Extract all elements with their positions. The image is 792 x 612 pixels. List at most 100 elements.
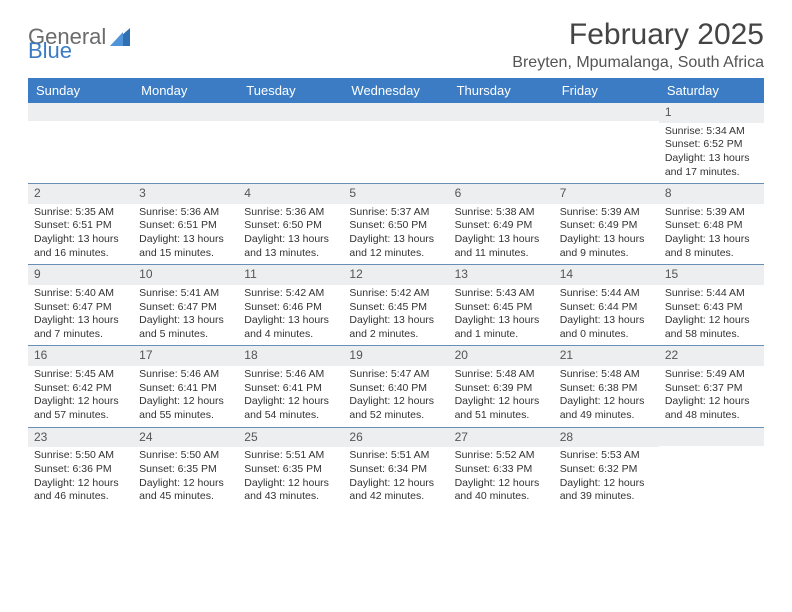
day-number: 13 — [449, 265, 554, 285]
day-number: 20 — [449, 346, 554, 366]
day2-text: and 42 minutes. — [349, 490, 442, 504]
sunset-text: Sunset: 6:45 PM — [349, 301, 442, 315]
sunset-text: Sunset: 6:51 PM — [34, 219, 127, 233]
day2-text: and 52 minutes. — [349, 409, 442, 423]
sunrise-text: Sunrise: 5:44 AM — [560, 287, 653, 301]
day-body: Sunrise: 5:34 AMSunset: 6:52 PMDaylight:… — [659, 123, 764, 184]
day-cell: 9Sunrise: 5:40 AMSunset: 6:47 PMDaylight… — [28, 265, 133, 345]
day-body: Sunrise: 5:48 AMSunset: 6:39 PMDaylight:… — [449, 366, 554, 427]
day-cell: 13Sunrise: 5:43 AMSunset: 6:45 PMDayligh… — [449, 265, 554, 345]
day-body: Sunrise: 5:45 AMSunset: 6:42 PMDaylight:… — [28, 366, 133, 427]
weekday-thursday: Thursday — [449, 78, 554, 103]
day-number — [238, 103, 343, 121]
day1-text: Daylight: 12 hours — [560, 395, 653, 409]
sunrise-text: Sunrise: 5:53 AM — [560, 449, 653, 463]
sunrise-text: Sunrise: 5:34 AM — [665, 125, 758, 139]
day1-text: Daylight: 12 hours — [349, 395, 442, 409]
day-number: 17 — [133, 346, 238, 366]
weekday-sunday: Sunday — [28, 78, 133, 103]
day-number — [343, 103, 448, 121]
day-body: Sunrise: 5:44 AMSunset: 6:44 PMDaylight:… — [554, 285, 659, 346]
day1-text: Daylight: 12 hours — [665, 395, 758, 409]
day-number: 15 — [659, 265, 764, 285]
day-number: 3 — [133, 184, 238, 204]
day1-text: Daylight: 12 hours — [139, 477, 232, 491]
sunrise-text: Sunrise: 5:52 AM — [455, 449, 548, 463]
day2-text: and 46 minutes. — [34, 490, 127, 504]
sunset-text: Sunset: 6:50 PM — [349, 219, 442, 233]
sunset-text: Sunset: 6:52 PM — [665, 138, 758, 152]
day-cell: 7Sunrise: 5:39 AMSunset: 6:49 PMDaylight… — [554, 184, 659, 264]
week-row: 16Sunrise: 5:45 AMSunset: 6:42 PMDayligh… — [28, 345, 764, 426]
day1-text: Daylight: 12 hours — [244, 477, 337, 491]
sunset-text: Sunset: 6:47 PM — [34, 301, 127, 315]
day2-text: and 2 minutes. — [349, 328, 442, 342]
day-body: Sunrise: 5:38 AMSunset: 6:49 PMDaylight:… — [449, 204, 554, 265]
day-body: Sunrise: 5:41 AMSunset: 6:47 PMDaylight:… — [133, 285, 238, 346]
sunset-text: Sunset: 6:50 PM — [244, 219, 337, 233]
day-cell — [554, 103, 659, 183]
sunset-text: Sunset: 6:42 PM — [34, 382, 127, 396]
day-body: Sunrise: 5:39 AMSunset: 6:49 PMDaylight:… — [554, 204, 659, 265]
day-cell: 2Sunrise: 5:35 AMSunset: 6:51 PMDaylight… — [28, 184, 133, 264]
weeks-container: 1Sunrise: 5:34 AMSunset: 6:52 PMDaylight… — [28, 103, 764, 508]
day2-text: and 40 minutes. — [455, 490, 548, 504]
day-cell: 18Sunrise: 5:46 AMSunset: 6:41 PMDayligh… — [238, 346, 343, 426]
day2-text: and 51 minutes. — [455, 409, 548, 423]
weekday-monday: Monday — [133, 78, 238, 103]
sunrise-text: Sunrise: 5:42 AM — [244, 287, 337, 301]
week-row: 1Sunrise: 5:34 AMSunset: 6:52 PMDaylight… — [28, 103, 764, 183]
sunset-text: Sunset: 6:41 PM — [139, 382, 232, 396]
day-body: Sunrise: 5:47 AMSunset: 6:40 PMDaylight:… — [343, 366, 448, 427]
day-number — [449, 103, 554, 121]
sunset-text: Sunset: 6:51 PM — [139, 219, 232, 233]
sunrise-text: Sunrise: 5:50 AM — [139, 449, 232, 463]
day-cell: 19Sunrise: 5:47 AMSunset: 6:40 PMDayligh… — [343, 346, 448, 426]
day2-text: and 57 minutes. — [34, 409, 127, 423]
day-body: Sunrise: 5:51 AMSunset: 6:35 PMDaylight:… — [238, 447, 343, 508]
day-cell: 1Sunrise: 5:34 AMSunset: 6:52 PMDaylight… — [659, 103, 764, 183]
calendar-page: General February 2025 Breyten, Mpumalang… — [0, 0, 792, 518]
day-number: 6 — [449, 184, 554, 204]
day-number: 9 — [28, 265, 133, 285]
day1-text: Daylight: 12 hours — [349, 477, 442, 491]
sunset-text: Sunset: 6:35 PM — [244, 463, 337, 477]
day1-text: Daylight: 13 hours — [244, 314, 337, 328]
sunrise-text: Sunrise: 5:35 AM — [34, 206, 127, 220]
day1-text: Daylight: 13 hours — [34, 233, 127, 247]
sunrise-text: Sunrise: 5:51 AM — [349, 449, 442, 463]
day-body: Sunrise: 5:50 AMSunset: 6:36 PMDaylight:… — [28, 447, 133, 508]
sunrise-text: Sunrise: 5:45 AM — [34, 368, 127, 382]
day-number: 11 — [238, 265, 343, 285]
day1-text: Daylight: 12 hours — [34, 395, 127, 409]
day-body: Sunrise: 5:48 AMSunset: 6:38 PMDaylight:… — [554, 366, 659, 427]
day-cell: 3Sunrise: 5:36 AMSunset: 6:51 PMDaylight… — [133, 184, 238, 264]
sunset-text: Sunset: 6:41 PM — [244, 382, 337, 396]
day-cell: 21Sunrise: 5:48 AMSunset: 6:38 PMDayligh… — [554, 346, 659, 426]
day1-text: Daylight: 12 hours — [560, 477, 653, 491]
day-number: 16 — [28, 346, 133, 366]
day-number: 5 — [343, 184, 448, 204]
day-cell — [133, 103, 238, 183]
day1-text: Daylight: 13 hours — [665, 152, 758, 166]
sunset-text: Sunset: 6:38 PM — [560, 382, 653, 396]
sunset-text: Sunset: 6:34 PM — [349, 463, 442, 477]
sunrise-text: Sunrise: 5:46 AM — [244, 368, 337, 382]
sunrise-text: Sunrise: 5:39 AM — [665, 206, 758, 220]
day-number: 27 — [449, 428, 554, 448]
day-cell: 20Sunrise: 5:48 AMSunset: 6:39 PMDayligh… — [449, 346, 554, 426]
day-number: 26 — [343, 428, 448, 448]
weekday-friday: Friday — [554, 78, 659, 103]
day-body: Sunrise: 5:49 AMSunset: 6:37 PMDaylight:… — [659, 366, 764, 427]
day1-text: Daylight: 13 hours — [34, 314, 127, 328]
day-number: 18 — [238, 346, 343, 366]
day-cell: 25Sunrise: 5:51 AMSunset: 6:35 PMDayligh… — [238, 428, 343, 508]
day1-text: Daylight: 13 hours — [560, 233, 653, 247]
sunrise-text: Sunrise: 5:39 AM — [560, 206, 653, 220]
weekday-header-row: Sunday Monday Tuesday Wednesday Thursday… — [28, 78, 764, 103]
sunrise-text: Sunrise: 5:42 AM — [349, 287, 442, 301]
day1-text: Daylight: 12 hours — [455, 477, 548, 491]
day1-text: Daylight: 13 hours — [560, 314, 653, 328]
week-row: 9Sunrise: 5:40 AMSunset: 6:47 PMDaylight… — [28, 264, 764, 345]
day2-text: and 5 minutes. — [139, 328, 232, 342]
